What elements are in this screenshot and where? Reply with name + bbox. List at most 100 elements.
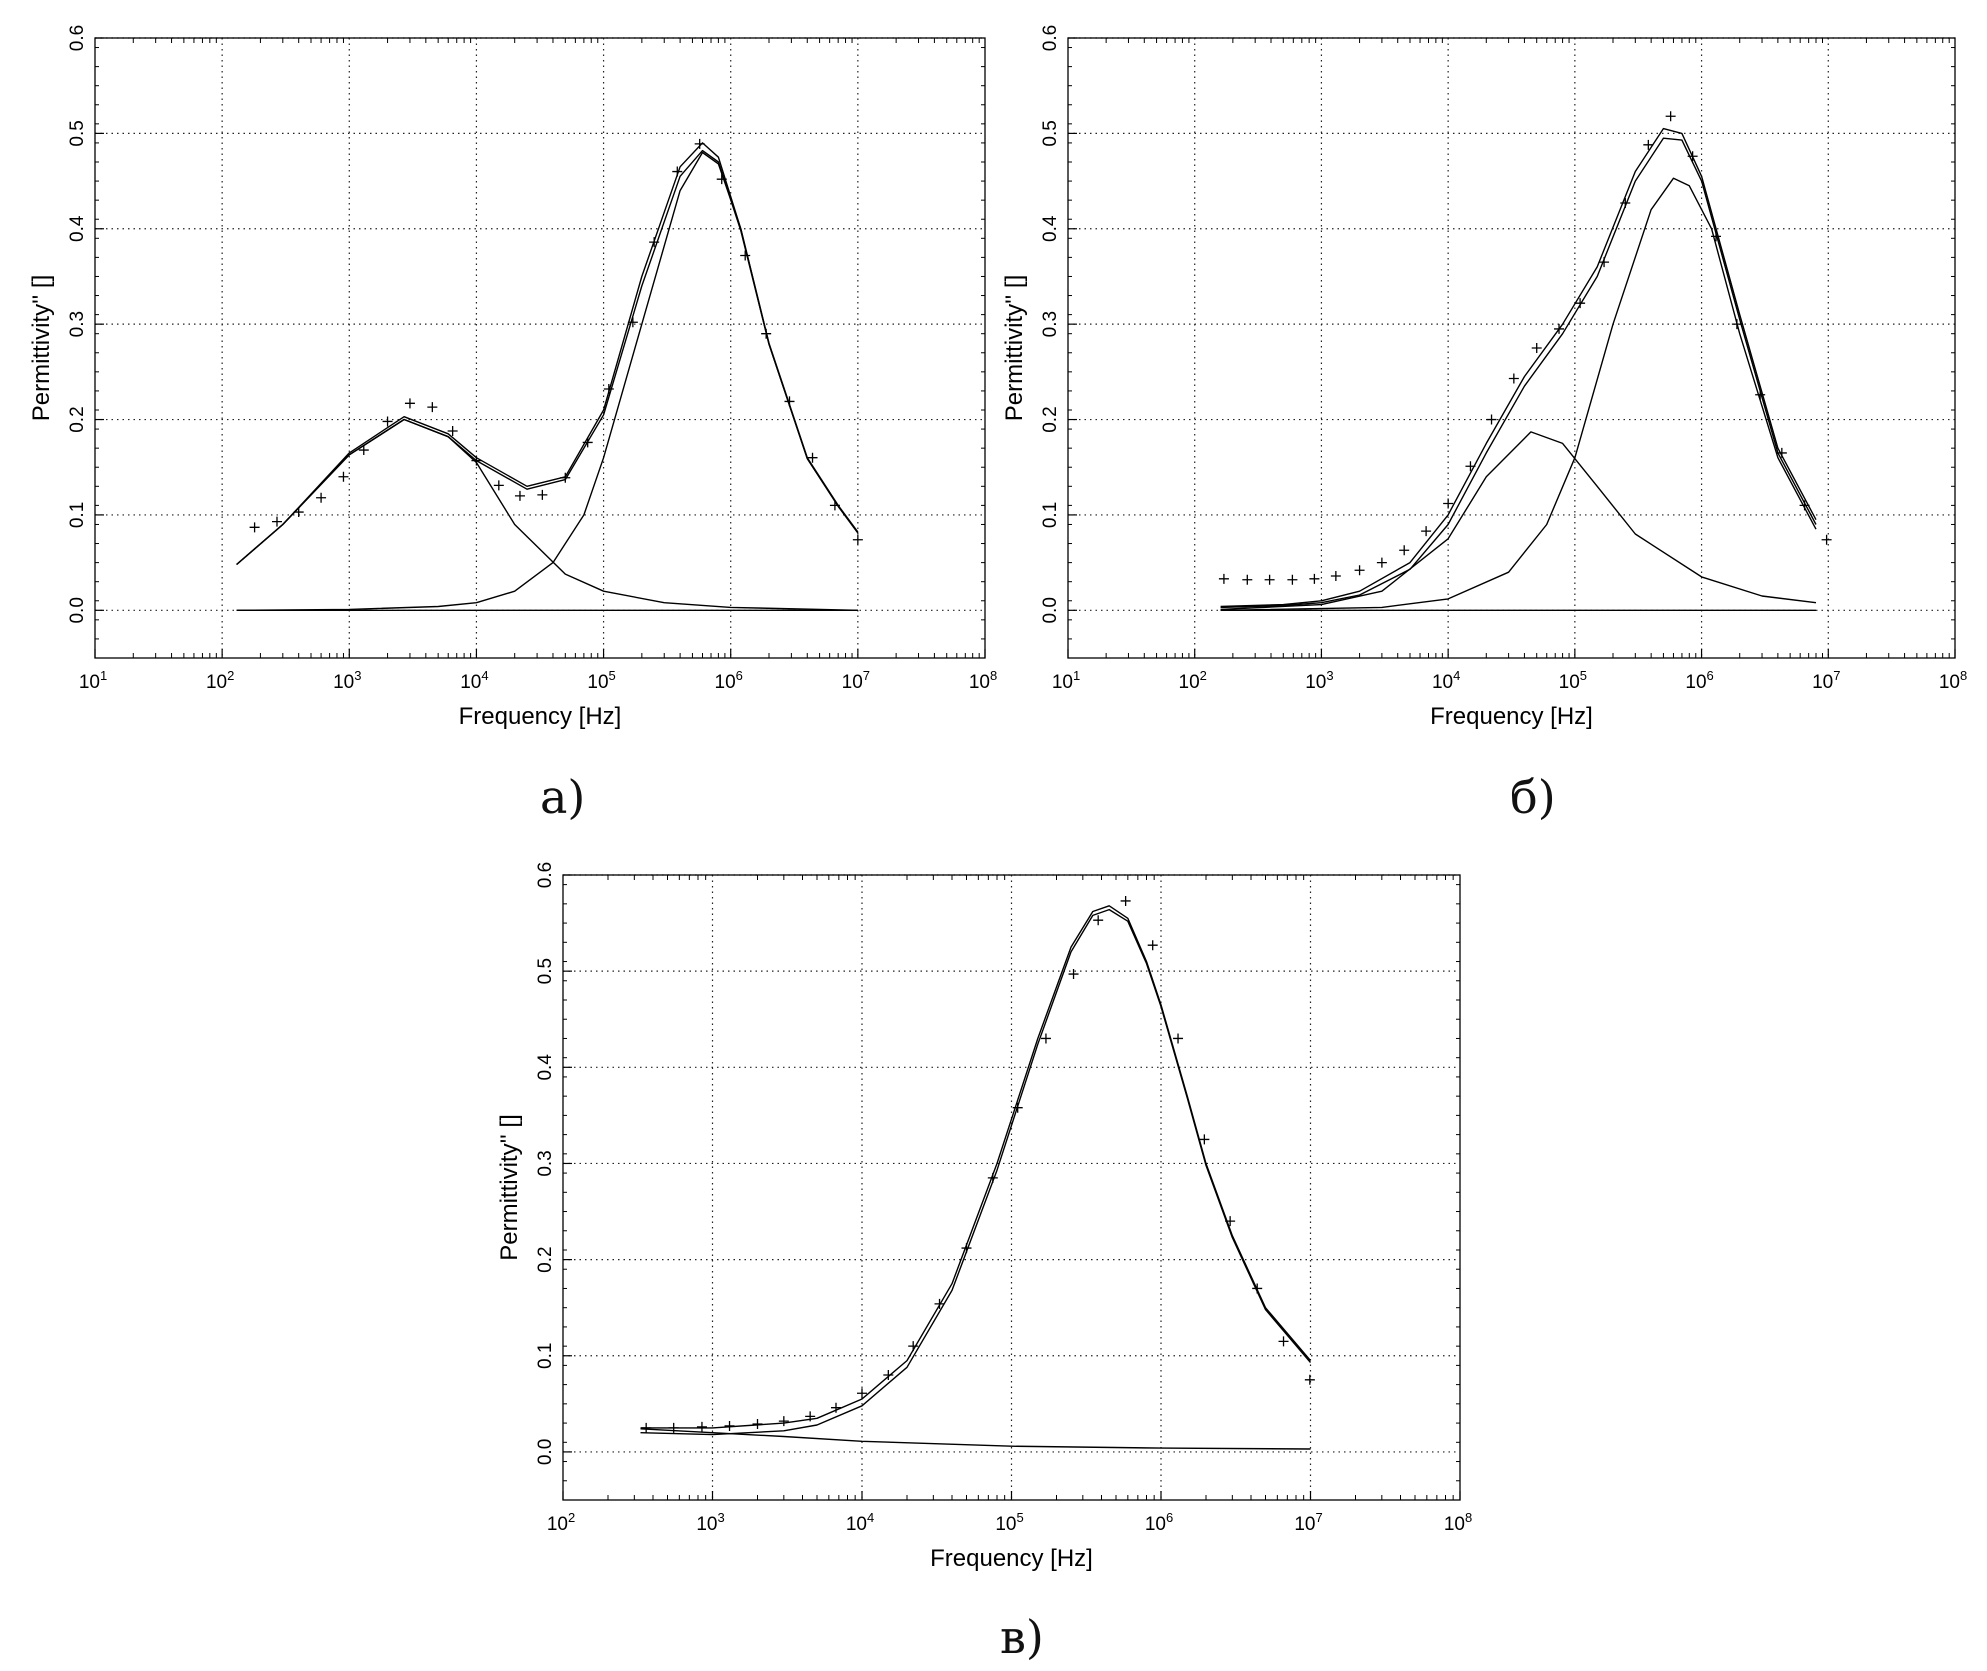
data-point [404,398,415,409]
data-point [1199,1134,1210,1145]
y-tick-label: 0.0 [67,597,88,623]
y-tick-label: 0.4 [67,215,88,242]
data-point [1287,574,1298,585]
data-point [627,317,638,328]
chart-c: 102 103 104 105 106 107 108 0.0 0.1 0.2 0.3 0.4 0.5 0… [496,862,1472,1572]
x-tick-label: 101 [1052,668,1080,693]
fit-curve-3 [640,1428,1311,1450]
data-point [1821,534,1832,545]
x-tick-label: 103 [696,1510,724,1535]
data-point [358,445,369,456]
data-point [1120,895,1131,906]
y-tick-label: 0.2 [1040,406,1061,432]
data-point [316,492,327,503]
data-point [382,416,393,427]
y-tick-label: 0.5 [67,120,88,146]
data-point [1330,570,1341,581]
x-tick-label: 108 [969,668,997,693]
y-tick-label: 0.0 [535,1439,556,1465]
y-tick-label: 0.2 [67,406,88,432]
data-point [696,1421,707,1432]
data-point [857,1388,867,1399]
fit-curve-1 [1220,127,1817,608]
x-tick-label: 106 [1685,668,1713,693]
y-tick-label: 0.4 [1040,215,1061,242]
x-tick-label: 106 [715,668,743,693]
data-point [740,250,751,261]
y-tick-label: 0.6 [1040,25,1061,51]
fit-curve-4 [236,151,859,611]
y-tick-label: 0.1 [535,1343,556,1369]
x-tick-label: 103 [1305,668,1333,693]
fit-curve-2 [1220,137,1817,609]
y-tick-label: 0.5 [1040,120,1061,146]
y-axis-title: Permittivity'' [] [28,275,55,422]
data-point [1278,1336,1289,1347]
data-point [1173,1033,1184,1044]
data-point [778,1416,789,1427]
x-tick-label: 108 [1939,668,1967,693]
panel-label-b: б) [1510,770,1556,824]
data-point [338,471,349,482]
data-point [1399,545,1410,556]
x-tick-label: 107 [1812,668,1840,693]
y-tick-label: 0.3 [1040,311,1061,337]
y-axis-title: Permittivity'' [] [496,1114,523,1261]
y-tick-label: 0.4 [535,1054,556,1081]
y-tick-label: 0.5 [535,958,556,984]
data-point [1443,498,1454,509]
fit-curve-4 [1220,177,1817,611]
data-point [1147,940,1158,951]
y-tick-label: 0.2 [535,1246,556,1272]
x-tick-label: 104 [846,1510,874,1535]
panel-label-a: а) [540,770,586,824]
data-point [807,452,818,463]
data-point [852,534,863,545]
y-tick-label: 0.0 [1040,597,1061,623]
chart-panel-b: 101 102 103 104 105 106 107 108 0.0 0.1 0.2 0.3 0.4 0… [1000,18,1967,730]
x-axis-title: Frequency [Hz] [930,1545,1093,1572]
x-axis-title: Frequency [Hz] [459,703,622,730]
data-point [883,1370,894,1380]
data-point [493,480,504,491]
data-point [1376,557,1387,568]
fit-curve-2 [236,149,859,566]
data-point [1421,526,1432,537]
data-point [249,522,260,533]
data-point [1354,565,1365,576]
x-tick-label: 105 [587,668,615,693]
panel-label-c: в) [1000,1610,1044,1664]
data-point [1218,573,1229,584]
x-tick-label: 105 [995,1510,1023,1535]
data-point [1665,111,1676,122]
chart-a: 101 102 103 104 105 106 107 108 0.0 0.1 0.2 0.3 0.4 0… [28,25,997,730]
fit-curve-1 [640,905,1312,1429]
x-tick-label: 102 [547,1510,575,1535]
data-point [1304,1374,1315,1385]
y-tick-label: 0.1 [1040,502,1061,528]
y-tick-label: 0.6 [67,25,88,51]
data-point [271,516,282,527]
x-tick-label: 104 [1432,668,1460,693]
data-point [1531,343,1542,353]
y-tick-label: 0.3 [67,311,88,337]
x-tick-label: 108 [1444,1510,1472,1535]
x-tick-label: 107 [1294,1510,1322,1535]
data-point [447,425,458,436]
data-point [1486,414,1497,425]
data-point [1264,574,1275,585]
fit-curve-3 [236,418,858,611]
plot-frame [94,37,986,659]
y-tick-label: 0.1 [67,502,88,528]
data-point [830,1402,841,1413]
data-point [427,402,438,413]
y-tick-label: 0.6 [535,862,556,888]
data-point [1040,1033,1051,1044]
data-point [1508,373,1519,384]
data-point [1242,574,1253,585]
data-point [514,490,525,501]
data-point [537,489,548,500]
fit-curve-1 [236,142,859,566]
x-tick-label: 105 [1559,668,1587,693]
y-axis-title: Permittivity'' [] [1001,275,1028,422]
